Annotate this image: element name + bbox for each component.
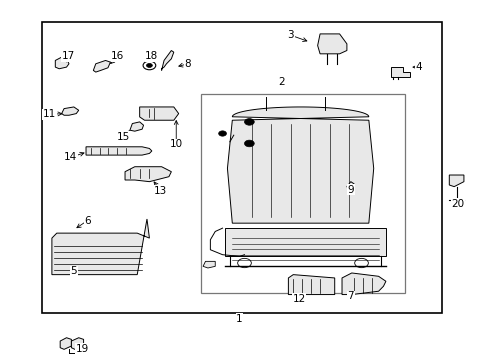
Polygon shape bbox=[125, 167, 171, 182]
Polygon shape bbox=[130, 122, 143, 131]
Circle shape bbox=[244, 118, 254, 125]
Text: 3: 3 bbox=[287, 30, 294, 40]
Text: 20: 20 bbox=[450, 199, 464, 209]
Polygon shape bbox=[317, 34, 346, 54]
Polygon shape bbox=[346, 182, 353, 190]
Polygon shape bbox=[448, 175, 463, 186]
Polygon shape bbox=[93, 60, 110, 72]
Circle shape bbox=[146, 63, 152, 67]
Polygon shape bbox=[55, 57, 69, 69]
Text: 13: 13 bbox=[154, 186, 167, 195]
Circle shape bbox=[143, 61, 156, 70]
Polygon shape bbox=[288, 275, 334, 294]
Polygon shape bbox=[227, 107, 373, 223]
Text: 14: 14 bbox=[63, 152, 77, 162]
Circle shape bbox=[244, 140, 254, 147]
Text: 16: 16 bbox=[111, 51, 124, 62]
Text: 12: 12 bbox=[292, 293, 305, 303]
Circle shape bbox=[218, 131, 226, 136]
Text: 11: 11 bbox=[43, 109, 56, 119]
Polygon shape bbox=[86, 147, 152, 155]
Polygon shape bbox=[390, 67, 409, 77]
Text: 9: 9 bbox=[347, 185, 353, 195]
Text: 4: 4 bbox=[415, 62, 422, 72]
Polygon shape bbox=[60, 338, 71, 349]
Text: 10: 10 bbox=[169, 139, 183, 149]
Polygon shape bbox=[61, 107, 79, 115]
Bar bbox=[42, 22, 441, 313]
Text: 19: 19 bbox=[76, 344, 89, 354]
Polygon shape bbox=[203, 261, 215, 268]
Polygon shape bbox=[161, 50, 173, 71]
Polygon shape bbox=[224, 228, 385, 256]
Polygon shape bbox=[341, 273, 385, 294]
Text: 6: 6 bbox=[84, 216, 91, 225]
Text: 1: 1 bbox=[236, 314, 243, 324]
Text: 8: 8 bbox=[184, 59, 191, 69]
Text: 5: 5 bbox=[70, 266, 77, 276]
Text: 7: 7 bbox=[347, 291, 353, 301]
Polygon shape bbox=[52, 219, 149, 275]
Polygon shape bbox=[71, 338, 83, 349]
Text: 17: 17 bbox=[61, 51, 75, 62]
Text: 2: 2 bbox=[277, 77, 284, 87]
Text: 18: 18 bbox=[145, 51, 158, 62]
Polygon shape bbox=[140, 107, 178, 120]
Text: 15: 15 bbox=[117, 132, 130, 142]
Bar bbox=[200, 94, 405, 293]
